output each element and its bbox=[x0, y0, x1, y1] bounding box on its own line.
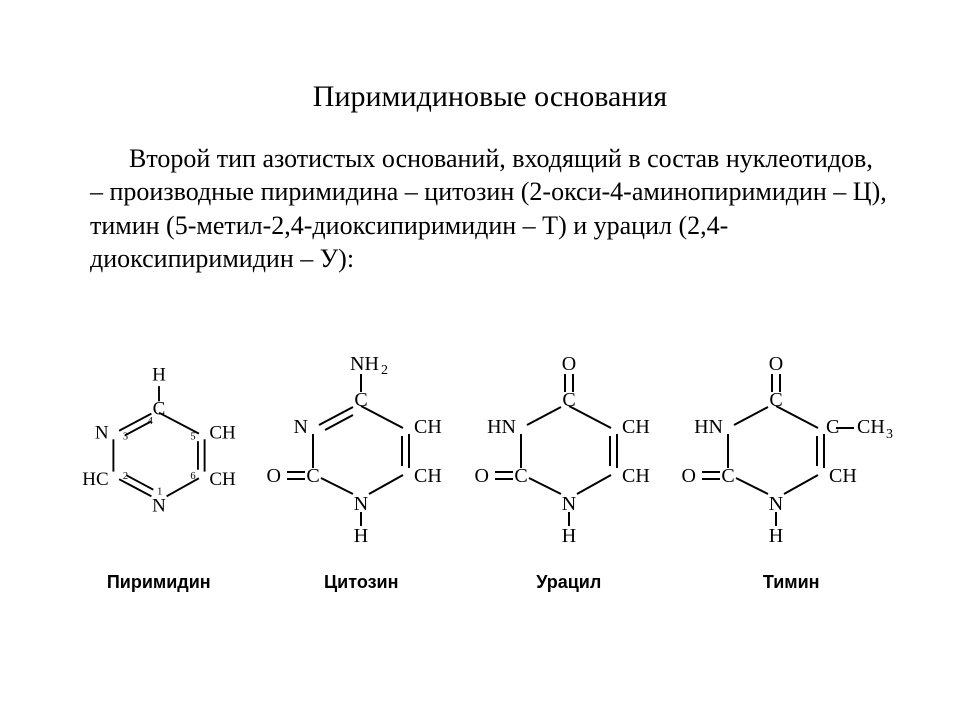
label-N3c: N bbox=[294, 416, 308, 438]
label-C6t: CH bbox=[829, 465, 857, 487]
label-O4u: O bbox=[562, 353, 576, 375]
structure-pyrimidine: H C CH CH N HC N 4 5 6 1 2 3 bbox=[64, 340, 254, 550]
label-Ou: O bbox=[474, 465, 488, 487]
label-H1t: H bbox=[769, 525, 783, 547]
label-H1u: H bbox=[562, 525, 576, 547]
caption-pyrimidine: Пиримидин bbox=[107, 572, 211, 593]
num2: 2 bbox=[123, 471, 128, 482]
slide-page: Пиримидиновые основания Второй тип азоти… bbox=[0, 0, 960, 720]
num3: 3 bbox=[123, 431, 128, 442]
num6: 6 bbox=[190, 471, 195, 482]
label-C4c: C bbox=[355, 389, 368, 411]
figures-row: H C CH CH N HC N 4 5 6 1 2 3 Пиримидин bbox=[60, 330, 910, 593]
label-NH2sub: 2 bbox=[381, 363, 388, 378]
caption-uracil: Урацил bbox=[536, 572, 601, 593]
label-N1t: N bbox=[769, 493, 783, 515]
caption-cytosine: Цитозин bbox=[324, 572, 398, 593]
label-C6: CH bbox=[209, 469, 236, 490]
label-N1u: N bbox=[562, 493, 576, 515]
structure-thymine: O C C CH 3 CH N H C HN O bbox=[676, 330, 906, 550]
label-C5c: CH bbox=[414, 416, 442, 438]
label-C5u: CH bbox=[622, 416, 650, 438]
label-C5: CH bbox=[209, 422, 236, 443]
structure-cytosine: NH 2 C CH CH N H C N O bbox=[261, 330, 461, 550]
label-CH3subt: 3 bbox=[886, 427, 893, 442]
num5: 5 bbox=[190, 431, 195, 442]
figure-cytosine: NH 2 C CH CH N H C N O Цитозин bbox=[261, 330, 461, 593]
figure-pyrimidine: H C CH CH N HC N 4 5 6 1 2 3 Пиримидин bbox=[64, 340, 254, 593]
figure-uracil: O C CH CH N H C HN O Урацил bbox=[469, 330, 669, 593]
label-C4: C bbox=[152, 399, 165, 420]
num1: 1 bbox=[157, 486, 162, 497]
label-C5t: C bbox=[826, 416, 839, 438]
label-NH: NH bbox=[350, 353, 379, 375]
figure-thymine: O C C CH 3 CH N H C HN O Тимин bbox=[676, 330, 906, 593]
label-N1: N bbox=[152, 496, 166, 517]
label-N3u: HN bbox=[487, 416, 516, 438]
label-O4t: O bbox=[769, 353, 783, 375]
label-C4t: C bbox=[770, 389, 783, 411]
label-N3t: HN bbox=[694, 416, 723, 438]
label-C2c: C bbox=[307, 465, 320, 487]
label-C2: HC bbox=[82, 469, 108, 490]
label-N3: N bbox=[95, 422, 109, 443]
label-C6c: CH bbox=[414, 465, 442, 487]
structure-uracil: O C CH CH N H C HN O bbox=[469, 330, 669, 550]
label-C2t: C bbox=[722, 465, 735, 487]
label-N1c: N bbox=[354, 493, 368, 515]
label-C2u: C bbox=[514, 465, 527, 487]
page-title: Пиримидиновые основания bbox=[90, 80, 890, 114]
caption-thymine: Тимин bbox=[763, 572, 820, 593]
label-Ot: O bbox=[682, 465, 696, 487]
num4: 4 bbox=[147, 416, 153, 427]
label-CH3t: CH bbox=[857, 416, 885, 438]
label-Oc: O bbox=[267, 465, 281, 487]
label-C6u: CH bbox=[622, 465, 650, 487]
label-H: H bbox=[152, 364, 166, 385]
label-H1c: H bbox=[354, 525, 368, 547]
body-paragraph: Второй тип азотистых оснований, входящий… bbox=[90, 142, 890, 275]
label-C4u: C bbox=[562, 389, 575, 411]
